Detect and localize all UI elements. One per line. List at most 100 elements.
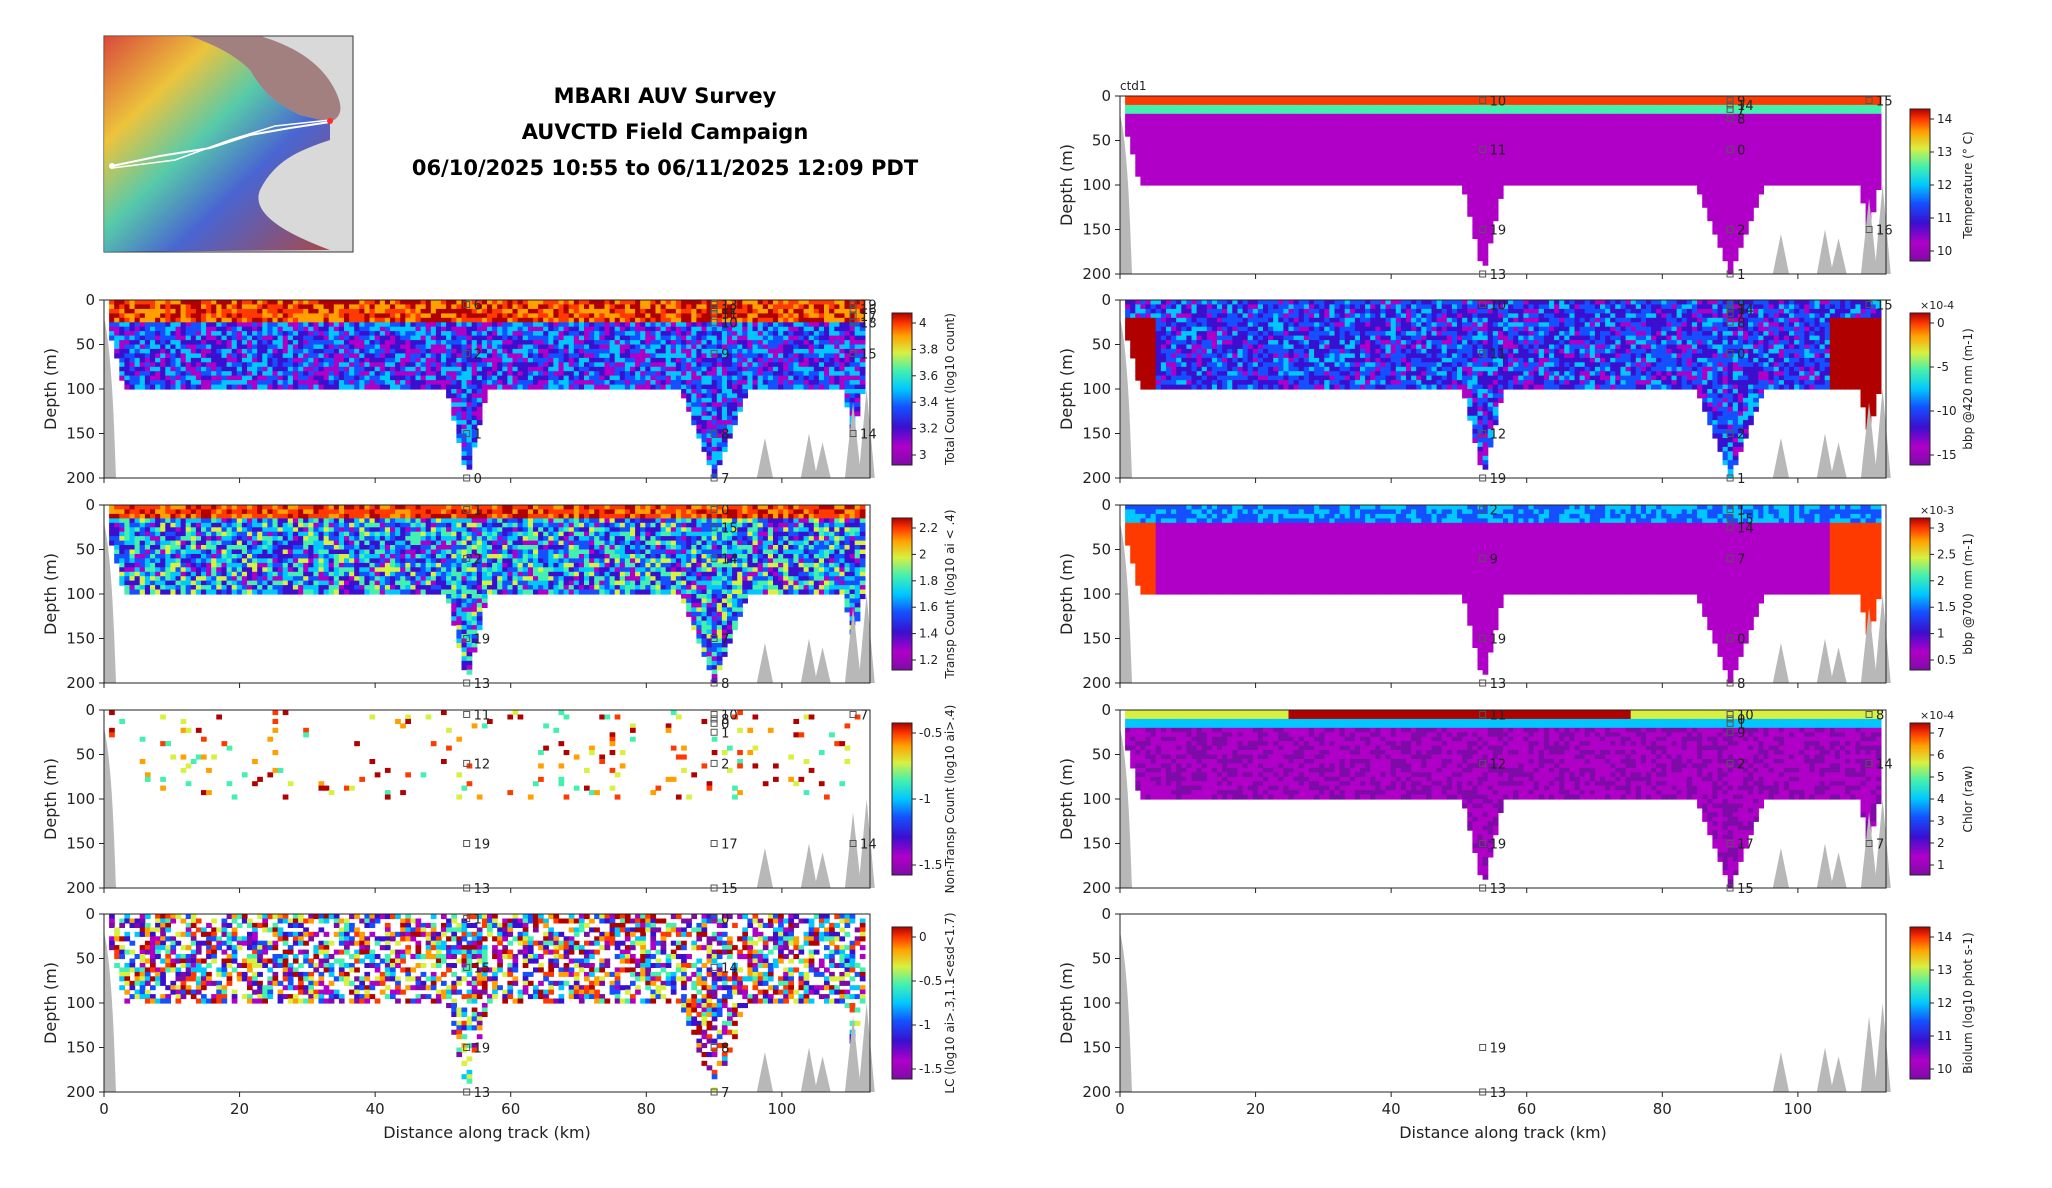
heatmap-cell xyxy=(359,527,365,532)
heatmap-cell xyxy=(839,318,845,323)
heatmap-cell xyxy=(150,572,156,577)
heatmap-cell xyxy=(691,353,697,358)
heatmap-cell xyxy=(666,349,672,354)
heatmap-cell xyxy=(380,572,386,577)
heatmap-cell xyxy=(559,340,565,345)
heatmap-cell xyxy=(247,581,253,586)
heatmap-cell xyxy=(400,340,406,345)
heatmap-cell xyxy=(712,389,718,394)
heatmap-cell xyxy=(201,313,207,318)
heatmap-cell xyxy=(170,300,176,305)
heatmap-cell xyxy=(232,336,238,341)
heatmap-cell xyxy=(201,327,207,332)
heatmap-cell xyxy=(426,304,432,309)
heatmap-cell xyxy=(456,376,462,381)
heatmap-cell xyxy=(160,345,166,350)
heatmap-cell xyxy=(559,367,565,372)
heatmap-cell xyxy=(227,509,233,514)
heatmap-cell xyxy=(222,585,228,590)
heatmap-cell xyxy=(359,327,365,332)
heatmap-cell xyxy=(451,567,457,572)
heatmap-cell xyxy=(467,527,473,532)
heatmap-cell xyxy=(594,322,600,327)
heatmap-cell xyxy=(574,362,580,367)
heatmap-cell xyxy=(773,336,779,341)
heatmap-cell xyxy=(559,318,565,323)
heatmap-cell xyxy=(278,581,284,586)
heatmap-cell xyxy=(696,385,702,390)
heatmap-cell xyxy=(533,385,539,390)
heatmap-cell xyxy=(518,572,524,577)
heatmap-cell xyxy=(339,536,345,541)
heatmap-cell xyxy=(584,345,590,350)
heatmap-cell xyxy=(635,336,641,341)
heatmap-cell xyxy=(799,385,805,390)
heatmap-cell xyxy=(753,345,759,350)
heatmap-cell xyxy=(237,327,243,332)
heatmap-cell xyxy=(400,322,406,327)
heatmap-cell xyxy=(206,340,212,345)
heatmap-cell xyxy=(278,345,284,350)
heatmap-cell xyxy=(656,340,662,345)
heatmap-cell xyxy=(421,581,427,586)
heatmap-cell xyxy=(421,385,427,390)
heatmap-cell xyxy=(359,563,365,568)
heatmap-cell xyxy=(145,505,151,510)
heatmap-cell xyxy=(732,331,738,336)
heatmap-cell xyxy=(278,371,284,376)
heatmap-cell xyxy=(247,380,253,385)
heatmap-cell xyxy=(426,581,432,586)
heatmap-cell xyxy=(339,585,345,590)
heatmap-cell xyxy=(696,371,702,376)
heatmap-cell xyxy=(768,322,774,327)
heatmap-cell xyxy=(574,336,580,341)
heatmap-cell xyxy=(344,518,350,523)
heatmap-cell xyxy=(630,331,636,336)
heatmap-cell xyxy=(421,322,427,327)
heatmap-cell xyxy=(191,300,197,305)
heatmap-cell xyxy=(160,331,166,336)
heatmap-cell xyxy=(533,362,539,367)
heatmap-cell xyxy=(191,550,197,555)
heatmap-cell xyxy=(319,380,325,385)
heatmap-cell xyxy=(487,585,493,590)
heatmap-cell xyxy=(804,353,810,358)
heatmap-cell xyxy=(446,558,452,563)
heatmap-cell xyxy=(216,345,222,350)
heatmap-cell xyxy=(605,340,611,345)
heatmap-cell xyxy=(426,558,432,563)
heatmap-cell xyxy=(262,331,268,336)
heatmap-cell xyxy=(656,353,662,358)
heatmap-cell xyxy=(661,380,667,385)
heatmap-cell xyxy=(165,358,171,363)
heatmap-cell xyxy=(482,336,488,341)
heatmap-cell xyxy=(451,389,457,394)
heatmap-cell xyxy=(176,362,182,367)
heatmap-cell xyxy=(247,358,253,363)
heatmap-cell xyxy=(370,541,376,546)
heatmap-cell xyxy=(339,327,345,332)
heatmap-cell xyxy=(793,367,799,372)
heatmap-cell xyxy=(380,518,386,523)
heatmap-cell xyxy=(349,505,355,510)
heatmap-cell xyxy=(421,532,427,537)
heatmap-cell xyxy=(140,514,146,519)
heatmap-cell xyxy=(472,585,478,590)
heatmap-cell xyxy=(416,536,422,541)
heatmap-cell xyxy=(339,322,345,327)
heatmap-cell xyxy=(747,300,753,305)
heatmap-cell xyxy=(599,336,605,341)
heatmap-cell xyxy=(380,554,386,559)
heatmap-cell xyxy=(686,340,692,345)
heatmap-cell xyxy=(293,309,299,314)
heatmap-cell xyxy=(283,340,289,345)
heatmap-cell xyxy=(462,304,468,309)
heatmap-cell xyxy=(344,541,350,546)
heatmap-cell xyxy=(288,558,294,563)
heatmap-cell xyxy=(410,376,416,381)
heatmap-cell xyxy=(819,367,825,372)
heatmap-cell xyxy=(758,304,764,309)
heatmap-cell xyxy=(165,367,171,372)
heatmap-cells xyxy=(109,300,865,479)
heatmap-cell xyxy=(594,358,600,363)
